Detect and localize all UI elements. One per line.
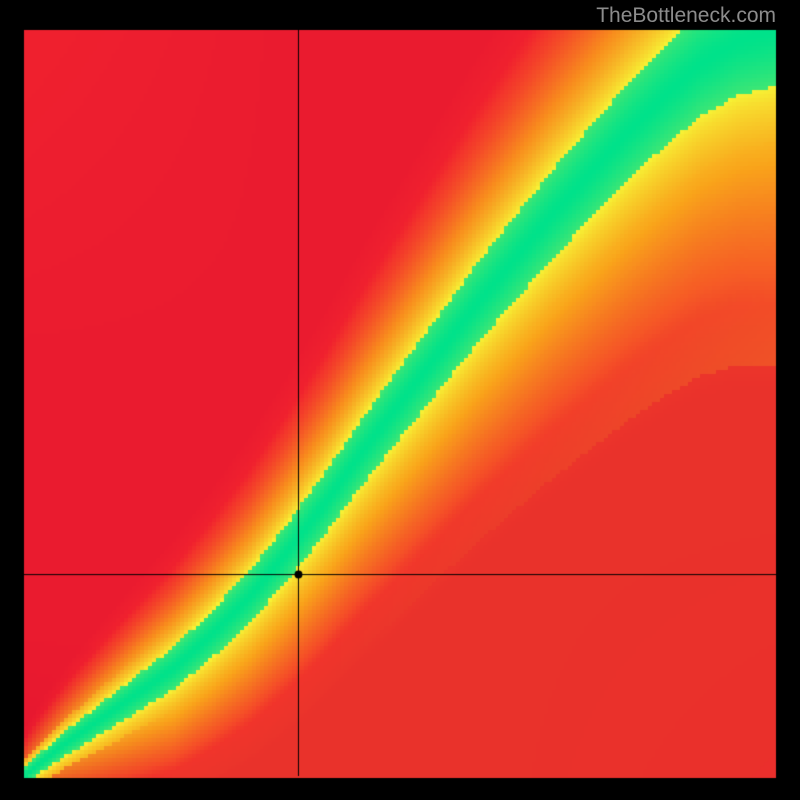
watermark-text: TheBottleneck.com [596, 4, 776, 28]
chart-container: { "canvas": { "width": 800, "height": 80… [0, 0, 800, 800]
bottleneck-heatmap [0, 0, 800, 800]
